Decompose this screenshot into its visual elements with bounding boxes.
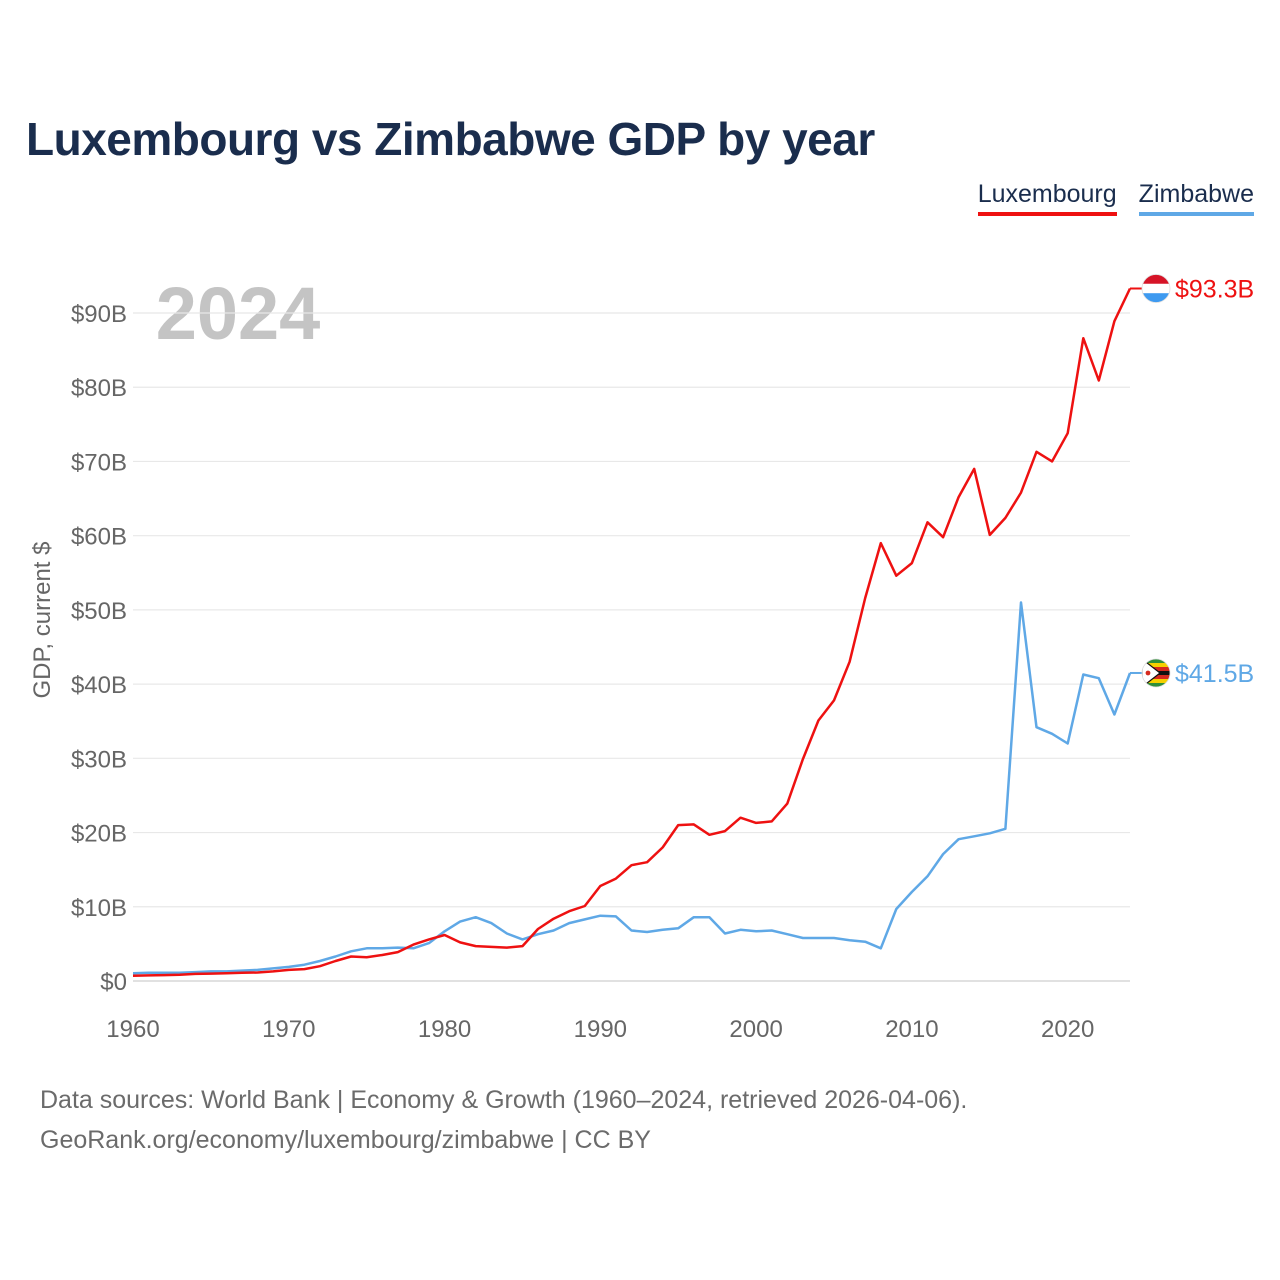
x-tick-label: 1990 xyxy=(574,1016,627,1043)
series-line-luxembourg xyxy=(132,287,1132,978)
x-tick-label: 2000 xyxy=(729,1016,782,1043)
y-tick-label: $70B xyxy=(71,449,127,476)
y-tick-label: $30B xyxy=(71,746,127,773)
end-value-label-luxembourg: $93.3B xyxy=(1175,276,1254,304)
y-tick-label: $0 xyxy=(100,969,127,996)
y-tick-label: $40B xyxy=(71,672,127,699)
end-value-label-zimbabwe: $41.5B xyxy=(1175,660,1254,688)
series-line-zimbabwe xyxy=(132,601,1132,975)
legend-item-zimbabwe[interactable]: Zimbabwe xyxy=(1138,180,1254,216)
y-tick-label: $60B xyxy=(71,524,127,551)
x-tick-label: 2010 xyxy=(885,1016,938,1043)
y-tick-label: $20B xyxy=(71,821,127,848)
luxembourg-flag-icon xyxy=(1141,274,1171,303)
y-tick-label: $80B xyxy=(71,375,127,402)
legend-item-luxembourg[interactable]: Luxembourg xyxy=(977,180,1117,216)
footer: Data sources: World Bank | Economy & Gro… xyxy=(40,1080,967,1160)
legend: Luxembourg Zimbabwe xyxy=(977,180,1254,216)
footer-sources: Data sources: World Bank | Economy & Gro… xyxy=(40,1086,968,1114)
y-axis-label: GDP, current $ xyxy=(29,542,56,699)
x-tick-label: 1970 xyxy=(262,1016,315,1043)
footer-attribution: GeoRank.org/economy/luxembourg/zimbabwe … xyxy=(40,1126,651,1154)
x-tick-label: 1980 xyxy=(418,1016,471,1043)
line-chart: 2024$0$10B$20B$30B$40B$50B$60B$70B$80B$9… xyxy=(29,272,1254,1043)
x-tick-label: 1960 xyxy=(106,1016,159,1043)
y-tick-label: $50B xyxy=(71,598,127,625)
zimbabwe-flag-icon xyxy=(1141,658,1171,688)
y-tick-label: $90B xyxy=(71,301,127,328)
x-tick-label: 2020 xyxy=(1041,1016,1094,1043)
y-tick-label: $10B xyxy=(71,895,127,922)
chart-title: Luxembourg vs Zimbabwe GDP by year xyxy=(26,113,875,165)
